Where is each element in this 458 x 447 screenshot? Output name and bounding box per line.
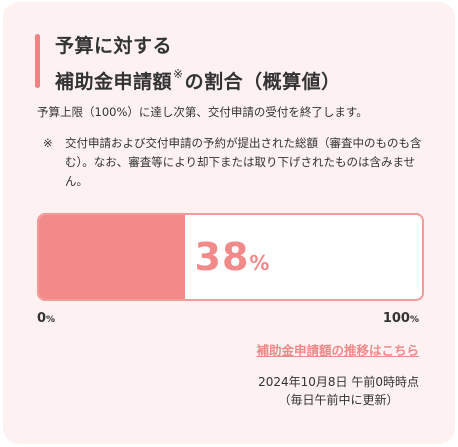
update-frequency-note: （毎日午前中に更新） — [278, 393, 399, 407]
footnote: ※ 交付申請および交付申請の予約が提出された総額（審査中のものも含む）。なお、審… — [43, 134, 433, 191]
title-note-mark: ※ — [173, 67, 184, 81]
update-info: 2024年10月8日 午前0時時点 （毎日午前中に更新） — [258, 373, 419, 409]
title-line-2-tail: の割合（概算値） — [184, 71, 341, 93]
progress-value-label: 38% — [195, 235, 270, 279]
axis-max-unit: % — [409, 315, 419, 325]
footnote-mark: ※ — [43, 136, 53, 150]
application-ratio-card: 予算に対する 補助金申請額※の割合（概算値） 予算上限（100%）に達し次第、交… — [3, 2, 455, 444]
axis-max-value: 100 — [382, 311, 410, 326]
progress-axis-max: 100% — [383, 311, 419, 326]
progress-bar: 38% — [37, 213, 424, 301]
axis-min-value: 0 — [37, 311, 47, 326]
progress-value: 38 — [194, 235, 250, 279]
footnote-text: 交付申請および交付申請の予約が提出された総額（審査中のものも含む）。なお、審査等… — [65, 136, 422, 188]
progress-bar-fill — [39, 215, 185, 299]
budget-limit-notice: 予算上限（100%）に達し次第、交付申請の受付を終了します。 — [37, 105, 368, 119]
title-line-2-main: 補助金申請額 — [55, 71, 173, 93]
section-title: 予算に対する 補助金申請額※の割合（概算値） — [55, 32, 341, 96]
progress-axis-min: 0% — [37, 311, 55, 326]
title-accent-bar — [35, 34, 40, 88]
section-header: 予算に対する 補助金申請額※の割合（概算値） — [35, 32, 341, 96]
update-timestamp: 2024年10月8日 午前0時時点 — [258, 375, 419, 389]
axis-min-unit: % — [46, 315, 56, 325]
application-history-link[interactable]: 補助金申請額の推移はこちら — [256, 343, 419, 358]
title-line-1: 予算に対する — [55, 35, 173, 57]
progress-unit: % — [249, 251, 270, 275]
